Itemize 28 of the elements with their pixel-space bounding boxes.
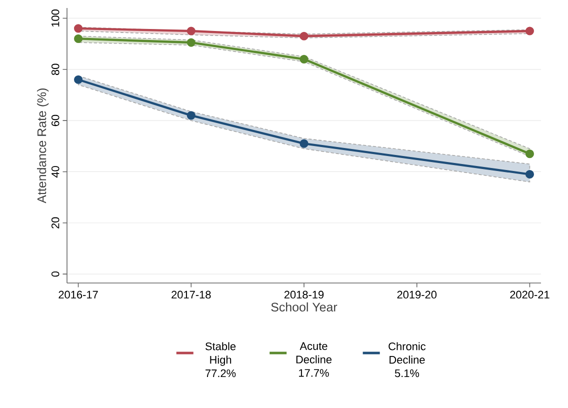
point <box>300 139 308 148</box>
point <box>74 34 83 43</box>
x-tick-label: 2020-21 <box>510 290 550 299</box>
x-axis-title: School Year <box>271 302 338 312</box>
legend-label: Stable High 77.2% <box>205 342 236 378</box>
point <box>186 111 196 120</box>
point <box>74 24 83 33</box>
legend-label: Acute Decline 17.7% <box>296 342 332 377</box>
point <box>186 38 196 47</box>
x-tick-label: 2016-17 <box>58 290 98 299</box>
point <box>300 54 308 64</box>
y-tick-label: 0 <box>51 271 60 277</box>
point <box>525 150 534 158</box>
point <box>525 170 534 179</box>
y-tick-label: 40 <box>51 166 60 178</box>
point <box>74 75 83 84</box>
point <box>300 32 308 40</box>
x-tick-label: 2019-20 <box>397 290 437 299</box>
legend-label: Chronic Decline 5.1% <box>388 342 426 378</box>
y-tick-label: 60 <box>51 114 60 126</box>
x-tick-label: 2018-19 <box>284 290 324 299</box>
y-tick-label: 20 <box>51 217 60 228</box>
point <box>186 26 196 36</box>
point <box>525 26 534 36</box>
y-tick-label: 100 <box>51 10 60 27</box>
x-tick-label: 2017-18 <box>172 290 211 299</box>
y-axis-title: Attendance Rate (%) <box>37 88 49 204</box>
y-tick-label: 80 <box>51 64 60 76</box>
